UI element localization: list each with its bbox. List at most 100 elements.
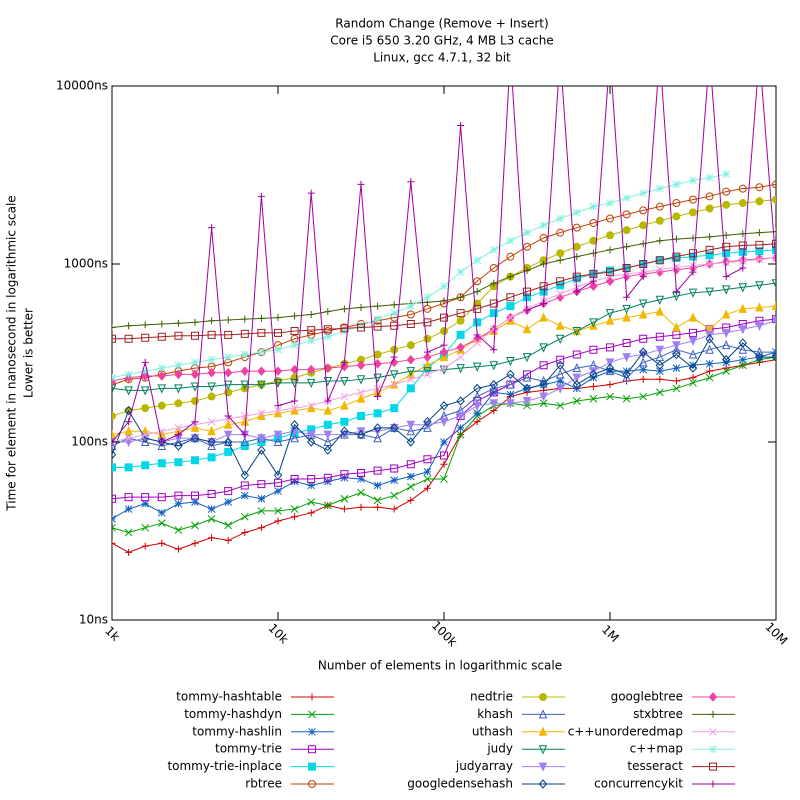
marker: [157, 519, 166, 528]
marker: [124, 505, 133, 513]
marker: [473, 331, 481, 339]
marker: [124, 334, 133, 343]
series-line: [112, 337, 776, 477]
marker: [190, 331, 199, 340]
marker: [522, 383, 532, 394]
marker: [672, 377, 680, 385]
marker: [373, 322, 382, 331]
marker: [722, 323, 731, 332]
marker: [738, 303, 748, 313]
marker: [224, 498, 233, 506]
marker: [456, 309, 465, 318]
marker: [257, 328, 266, 337]
marker: [357, 323, 366, 332]
marker: [755, 281, 764, 291]
marker: [423, 467, 432, 476]
marker: [622, 367, 631, 376]
marker: [290, 477, 299, 486]
marker: [655, 184, 664, 193]
marker: [772, 195, 776, 204]
marker: [423, 348, 431, 356]
marker: [240, 412, 249, 420]
marker: [771, 316, 776, 326]
marker: [672, 212, 681, 221]
marker: [257, 314, 265, 322]
marker: [622, 369, 631, 380]
marker: [689, 378, 697, 387]
marker: [655, 306, 665, 316]
marker: [112, 539, 116, 547]
marker: [556, 277, 565, 286]
marker: [472, 362, 482, 372]
marker: [157, 332, 166, 341]
marker: [273, 366, 283, 376]
marker: [406, 302, 415, 310]
marker: [589, 318, 598, 328]
marker: [655, 388, 664, 397]
legend-marker: [538, 726, 548, 736]
marker: [506, 390, 515, 399]
marker: [489, 263, 498, 272]
marker: [473, 288, 481, 296]
marker: [705, 204, 714, 213]
marker: [158, 320, 166, 328]
y-tick-label: 100ns: [71, 435, 108, 449]
marker: [638, 357, 648, 367]
marker: [672, 384, 681, 393]
marker: [174, 319, 182, 327]
marker: [738, 199, 747, 208]
marker: [290, 404, 299, 412]
marker: [207, 417, 216, 426]
marker: [323, 501, 332, 510]
marker: [141, 358, 149, 366]
marker: [440, 364, 448, 372]
legend-label: tommy-trie: [215, 742, 282, 756]
marker: [540, 299, 548, 307]
marker: [656, 375, 664, 383]
marker: [589, 367, 598, 377]
marker: [506, 399, 515, 409]
marker: [738, 184, 747, 193]
legend-marker: [709, 727, 717, 736]
marker: [556, 355, 565, 364]
marker: [390, 464, 399, 473]
legend-label: c++unorderedmap: [568, 724, 683, 738]
marker: [490, 346, 498, 354]
marker: [689, 208, 697, 217]
marker: [141, 430, 150, 439]
marker: [738, 355, 747, 364]
series-line: [112, 243, 776, 340]
marker: [506, 379, 515, 389]
marker: [739, 264, 747, 272]
marker: [572, 373, 582, 383]
marker: [290, 341, 299, 350]
marker: [240, 329, 249, 338]
marker: [490, 279, 498, 287]
marker: [572, 397, 581, 405]
marker: [307, 337, 316, 345]
marker: [771, 346, 776, 357]
marker: [755, 229, 763, 237]
marker: [489, 399, 499, 409]
marker: [157, 508, 166, 517]
marker: [257, 410, 266, 420]
marker: [639, 347, 648, 357]
marker: [622, 210, 631, 219]
marker: [772, 254, 776, 262]
marker: [705, 260, 714, 268]
marker: [257, 480, 266, 489]
marker: [639, 392, 648, 401]
marker: [738, 257, 747, 265]
marker: [440, 282, 448, 291]
marker: [406, 384, 415, 393]
marker: [323, 420, 332, 429]
marker: [112, 440, 117, 450]
marker: [158, 539, 166, 547]
x-tick-label: 100k: [429, 618, 460, 649]
marker: [722, 354, 731, 365]
marker: [589, 277, 597, 285]
marker: [556, 377, 565, 385]
marker: [207, 437, 216, 447]
marker: [738, 241, 747, 250]
marker: [406, 310, 415, 319]
